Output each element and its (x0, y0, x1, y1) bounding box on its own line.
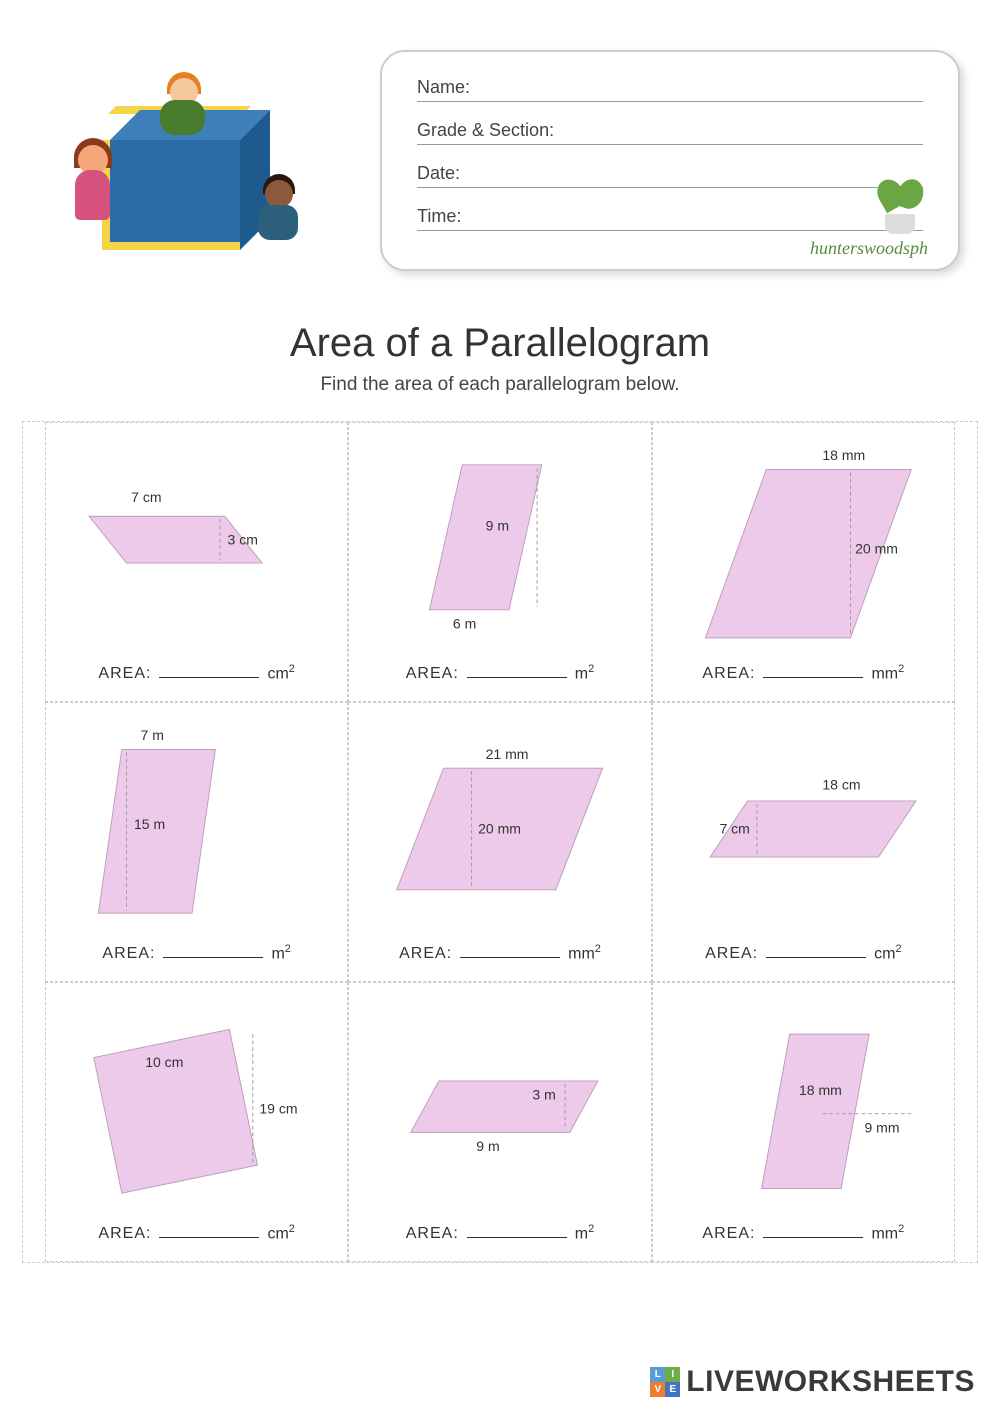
answer-row: AREA: mm2 (668, 660, 939, 683)
shape-area: 10 cm 19 cm (61, 998, 332, 1220)
base-label: 21 mm (486, 746, 529, 762)
grade-section-field[interactable]: Grade & Section: (417, 120, 923, 145)
answer-label: AREA: (406, 1225, 459, 1243)
answer-unit: mm2 (568, 943, 601, 963)
plant-icon (873, 179, 928, 234)
shape-area: 18 mm 9 mm (668, 998, 939, 1220)
parallelogram-svg: 6 m 9 m (364, 438, 635, 660)
problem-cell-6: 18 cm 7 cm AREA: cm2 (652, 702, 955, 982)
shape-area: 9 m 3 m (364, 998, 635, 1220)
answer-label: AREA: (98, 1225, 151, 1243)
problem-cell-8: 9 m 3 m AREA: m2 (348, 982, 651, 1262)
liveworksheets-logo-icon: L I V E (650, 1367, 680, 1397)
height-label: 9 mm (864, 1119, 899, 1135)
answer-input[interactable] (467, 1220, 567, 1238)
answer-unit: cm2 (874, 943, 901, 963)
problem-cell-2: 6 m 9 m AREA: m2 (348, 422, 651, 702)
base-label: 10 cm (145, 1054, 183, 1070)
time-field[interactable]: Time: (417, 206, 923, 231)
height-label: 20 mm (855, 541, 898, 557)
height-label: 7 cm (719, 821, 749, 837)
answer-input[interactable] (763, 1220, 863, 1238)
height-label: 3 m (533, 1087, 556, 1103)
problems-grid: 7 cm 3 cm AREA: cm2 6 m 9 m AREA: m2 (22, 421, 978, 1263)
answer-row: AREA: cm2 (61, 1220, 332, 1243)
answer-input[interactable] (159, 660, 259, 678)
height-label: 3 cm (228, 531, 258, 547)
worksheet-subtitle: Find the area of each parallelogram belo… (0, 374, 1000, 396)
problem-cell-5: 21 mm 20 mm AREA: mm2 (348, 702, 651, 982)
answer-input[interactable] (163, 940, 263, 958)
answer-input[interactable] (766, 940, 866, 958)
answer-row: AREA: mm2 (364, 940, 635, 963)
answer-label: AREA: (399, 945, 452, 963)
footer-brand: L I V E LIVEWORKSHEETS (650, 1365, 975, 1399)
header-section: Name: Grade & Section: Date: Time: hunte… (0, 0, 1000, 291)
answer-label: AREA: (102, 945, 155, 963)
kids-cube-illustration (40, 50, 350, 270)
height-label: 20 mm (478, 821, 521, 837)
answer-row: AREA: cm2 (668, 940, 939, 963)
height-label: 9 m (486, 517, 509, 533)
date-field[interactable]: Date: (417, 163, 923, 188)
base-label: 7 cm (131, 489, 161, 505)
base-label: 7 m (141, 727, 164, 743)
answer-unit: m2 (575, 1223, 594, 1243)
parallelogram-svg: 18 mm 20 mm (668, 438, 939, 660)
answer-input[interactable] (763, 660, 863, 678)
answer-row: AREA: m2 (364, 1220, 635, 1243)
answer-label: AREA: (705, 945, 758, 963)
answer-unit: mm2 (871, 1223, 904, 1243)
parallelogram-svg: 7 cm 3 cm (61, 438, 332, 660)
parallelogram-svg: 7 m 15 m (61, 718, 332, 940)
problem-cell-3: 18 mm 20 mm AREA: mm2 (652, 422, 955, 702)
answer-input[interactable] (460, 940, 560, 958)
shape-area: 18 mm 20 mm (668, 438, 939, 660)
worksheet-title: Area of a Parallelogram (0, 321, 1000, 366)
liveworksheets-brand-text: LIVEWORKSHEETS (686, 1365, 975, 1399)
parallelogram-svg: 18 cm 7 cm (668, 718, 939, 940)
answer-unit: m2 (575, 663, 594, 683)
answer-row: AREA: mm2 (668, 1220, 939, 1243)
base-label: 18 mm (822, 447, 865, 463)
answer-unit: m2 (271, 943, 290, 963)
answer-unit: cm2 (267, 1223, 294, 1243)
shape-area: 6 m 9 m (364, 438, 635, 660)
problem-cell-1: 7 cm 3 cm AREA: cm2 (45, 422, 348, 702)
base-label: 18 mm (799, 1082, 842, 1098)
parallelogram-svg: 21 mm 20 mm (364, 718, 635, 940)
parallelogram-svg: 18 mm 9 mm (668, 998, 939, 1220)
base-label: 18 cm (822, 777, 860, 793)
name-field[interactable]: Name: (417, 77, 923, 102)
shape-area: 7 cm 3 cm (61, 438, 332, 660)
shape-area: 18 cm 7 cm (668, 718, 939, 940)
problem-cell-9: 18 mm 9 mm AREA: mm2 (652, 982, 955, 1262)
parallelogram-svg: 9 m 3 m (364, 998, 635, 1220)
answer-input[interactable] (467, 660, 567, 678)
answer-label: AREA: (406, 665, 459, 683)
answer-unit: mm2 (871, 663, 904, 683)
shape-area: 21 mm 20 mm (364, 718, 635, 940)
answer-row: AREA: cm2 (61, 660, 332, 683)
student-info-card: Name: Grade & Section: Date: Time: hunte… (380, 50, 960, 271)
answer-row: AREA: m2 (364, 660, 635, 683)
answer-label: AREA: (702, 665, 755, 683)
base-label: 9 m (477, 1138, 500, 1154)
answer-unit: cm2 (267, 663, 294, 683)
answer-row: AREA: m2 (61, 940, 332, 963)
problem-cell-7: 10 cm 19 cm AREA: cm2 (45, 982, 348, 1262)
height-label: 15 m (134, 816, 165, 832)
parallelogram-svg: 10 cm 19 cm (61, 998, 332, 1220)
height-label: 19 cm (259, 1101, 297, 1117)
shape-area: 7 m 15 m (61, 718, 332, 940)
author-signature: hunterswoodsph (810, 238, 928, 259)
title-section: Area of a Parallelogram Find the area of… (0, 321, 1000, 396)
answer-label: AREA: (702, 1225, 755, 1243)
answer-label: AREA: (98, 665, 151, 683)
problem-cell-4: 7 m 15 m AREA: m2 (45, 702, 348, 982)
base-label: 6 m (453, 616, 476, 632)
answer-input[interactable] (159, 1220, 259, 1238)
